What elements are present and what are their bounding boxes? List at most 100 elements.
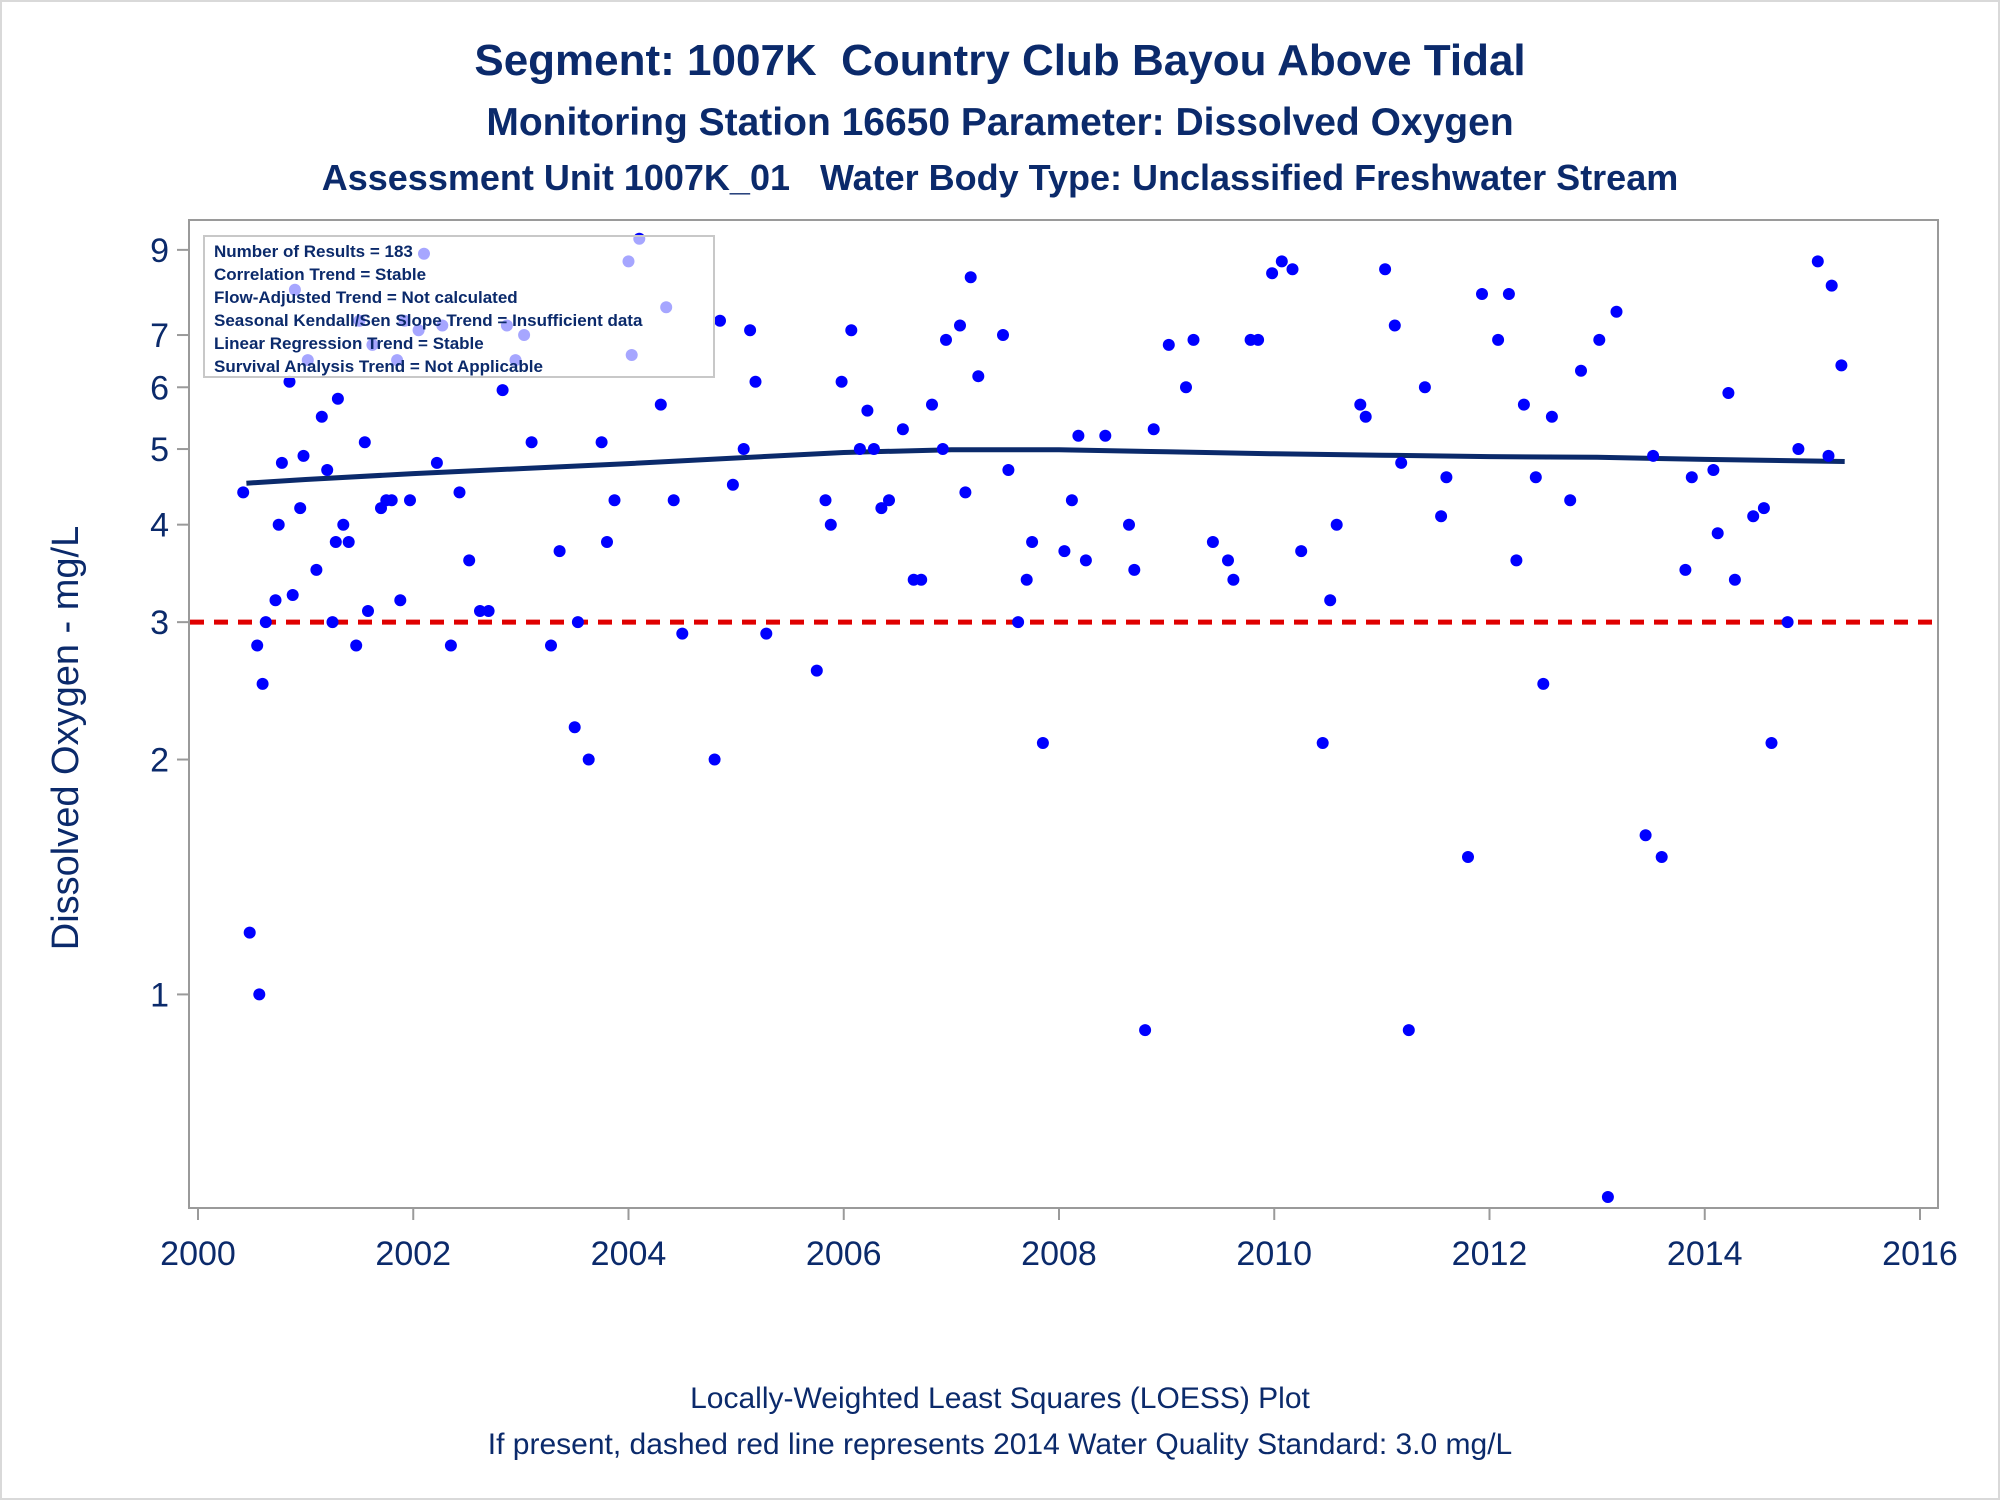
data-point (272, 518, 285, 531)
plot-area (189, 220, 1938, 1208)
data-point (667, 494, 680, 507)
data-point (1206, 536, 1219, 548)
data-point (1440, 471, 1453, 484)
data-point (959, 486, 972, 499)
data-point (997, 329, 1009, 341)
data-point (243, 926, 256, 939)
x-tick-label: 2008 (1021, 1235, 1097, 1273)
x-axis: 2000 2002 2004 2006 2008 2010 2012 2014 2016 (160, 1208, 1958, 1273)
data-point (1324, 594, 1337, 607)
data-point (883, 494, 895, 507)
data-point (1187, 333, 1200, 346)
y-tick-label: 5 (150, 431, 169, 469)
y-axis: 1 2 3 4 5 6 7 9 (150, 232, 189, 1014)
data-point (482, 605, 495, 617)
data-point (337, 518, 350, 531)
data-point (237, 486, 250, 499)
data-point (1330, 518, 1343, 531)
data-point (595, 436, 608, 449)
data-point (726, 478, 739, 491)
data-point (760, 627, 773, 640)
data-point (358, 436, 371, 449)
data-point (1036, 737, 1049, 749)
data-point (394, 594, 407, 607)
data-point (286, 589, 299, 601)
data-point (867, 443, 880, 455)
data-point (1020, 573, 1033, 586)
data-point (430, 456, 443, 469)
data-point (1379, 263, 1392, 276)
data-point (582, 753, 595, 766)
data-point (676, 627, 689, 640)
data-point (1002, 464, 1015, 476)
data-point (385, 494, 398, 507)
data-point (326, 616, 339, 629)
data-point (737, 443, 750, 455)
stats-line: Flow-Adjusted Trend = Not calculated (214, 288, 518, 307)
data-point (835, 375, 848, 388)
data-point (474, 605, 486, 617)
data-point (1072, 429, 1085, 442)
data-point (259, 616, 272, 629)
data-point (1388, 319, 1401, 332)
data-point (1545, 410, 1558, 423)
data-point (1395, 456, 1408, 469)
stats-line: Number of Results = 183 (214, 242, 413, 261)
data-point (321, 464, 334, 476)
data-point (1418, 381, 1431, 394)
data-point (654, 398, 667, 411)
y-tick-label: 2 (150, 742, 169, 780)
stats-box: Number of Results = 183 Correlation Trend… (203, 235, 715, 378)
data-point (964, 271, 977, 284)
x-tick-label: 2006 (806, 1235, 882, 1273)
data-point (1655, 851, 1668, 863)
data-point (294, 502, 307, 515)
data-point (444, 639, 457, 652)
data-point (744, 324, 757, 337)
data-point (310, 563, 323, 576)
data-point (362, 605, 374, 617)
data-point (1012, 616, 1025, 629)
data-point (601, 536, 613, 548)
data-point (1222, 554, 1234, 567)
data-point (875, 502, 888, 515)
data-point (1601, 1191, 1614, 1203)
data-point (915, 573, 928, 586)
data-point (269, 594, 282, 607)
x-tick-label: 2016 (1882, 1235, 1958, 1273)
data-point (342, 536, 355, 548)
data-point (1147, 423, 1160, 436)
data-point (708, 753, 721, 766)
data-point (954, 319, 966, 332)
data-point (1722, 387, 1735, 399)
stats-line: Correlation Trend = Stable (214, 265, 426, 284)
data-point (1266, 267, 1279, 280)
data-point (553, 545, 566, 558)
data-point (1564, 494, 1577, 507)
x-tick-label: 2010 (1236, 1235, 1312, 1273)
data-point (1728, 573, 1741, 586)
stats-box-frame (203, 235, 715, 378)
x-tick-label: 2002 (375, 1235, 451, 1273)
data-point (1402, 1024, 1415, 1037)
data-point (819, 494, 832, 507)
data-point (253, 988, 266, 1001)
data-point (1679, 563, 1692, 576)
data-point (1685, 471, 1698, 484)
data-point (1537, 677, 1550, 690)
data-point (463, 554, 476, 567)
data-point (1435, 510, 1448, 523)
data-point (1316, 737, 1329, 749)
data-point (1811, 255, 1824, 268)
y-tick-label: 9 (150, 232, 169, 270)
data-point (1026, 536, 1039, 548)
data-point (1139, 1024, 1152, 1037)
data-point (315, 410, 328, 423)
y-tick-label: 7 (150, 317, 169, 355)
stats-line: Seasonal Kendall/Sen Slope Trend = Insuf… (214, 311, 643, 330)
footnote-standard: If present, dashed red line represents 2… (487, 1428, 1513, 1461)
data-point (1639, 829, 1652, 842)
data-point (896, 423, 909, 436)
data-point (972, 370, 985, 383)
